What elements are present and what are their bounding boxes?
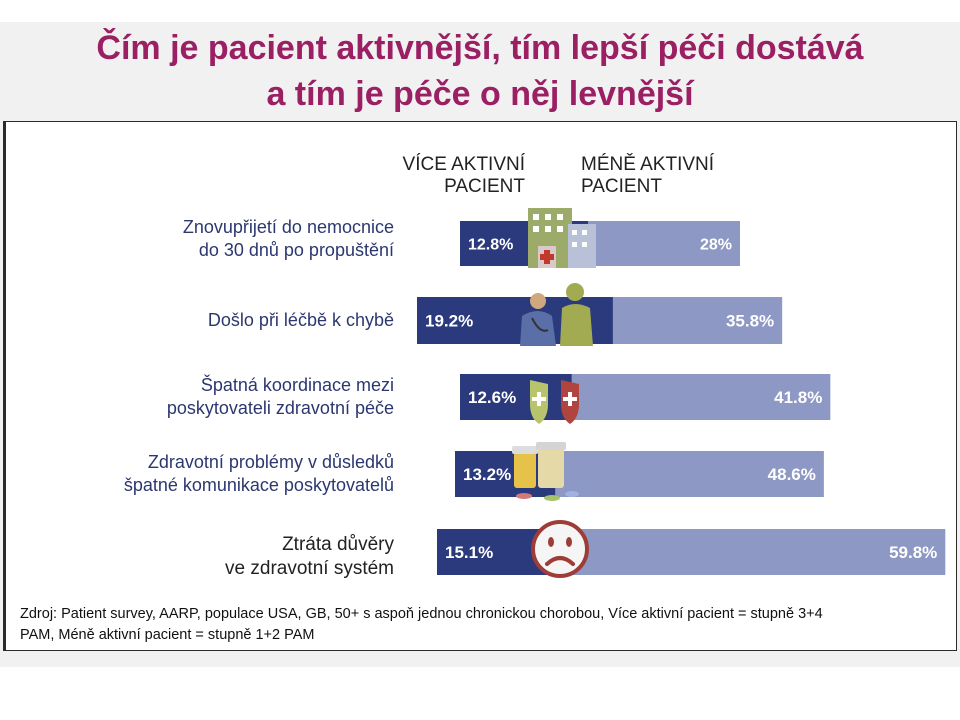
column-header-less-active-line-1: MÉNĚ AKTIVNÍ [581,154,715,175]
row-label-trust-line-1: Ztráta důvěry [282,534,394,555]
row-label-coordination-line-1: Špatná koordinace mezi [200,375,394,395]
sad-face-icon [531,520,589,578]
row-label-coordination-line-2: poskytovateli zdravotní péče [166,398,394,418]
bar-label-less-active-0: 28% [700,236,732,253]
bar-label-more-active-4: 15.1% [445,543,493,562]
medical-shields-icon [530,380,579,424]
bar-more-active-2 [460,374,572,420]
row-label-communication-line-1: Zdravotní problémy v důsledků [147,452,394,472]
column-header-more-active-line-2: PACIENT [444,176,525,197]
row-label-communication-line-2: špatné komunikace poskytovatelů [123,475,394,495]
labels-layer: 12.8% 28% 19.2% 35.8% 12.6% 41.8% 13.2% 48.6% 15… [425,236,937,562]
row-label-readmission-line-1: Znovupřijetí do nemocnice [182,217,394,237]
row-label-trust-line-2: ve zdravotní systém [225,558,394,579]
bar-label-more-active-3: 13.2% [463,465,511,484]
page-title-line-2: a tím je péče o něj levnější [266,75,694,113]
bar-label-more-active-2: 12.6% [468,388,516,407]
bottom-band [0,667,960,720]
row-label-treatment-error-line-1: Došlo při léčbě k chybě [207,310,394,330]
bar-label-less-active-4: 59.8% [889,543,937,562]
page-title-line-1: Čím je pacient aktivnější, tím lepší péč… [96,29,864,67]
source-note-line-2: PAM, Méně aktivní pacient = stupně 1+2 P… [20,627,315,643]
row-label-readmission-line-2: do 30 dnů po propuštění [198,240,394,260]
pill-bottles-icon [512,442,579,501]
column-header-less-active-line-2: PACIENT [581,176,662,197]
top-bar [0,0,960,22]
row-label-trust: Ztráta důvěry ve zdravotní systém [34,533,394,581]
bar-label-more-active-1: 19.2% [425,312,473,331]
source-note-line-1: Zdroj: Patient survey, AARP, populace US… [20,606,823,622]
column-header-less-active: MÉNĚ AKTIVNÍ PACIENT [581,154,781,198]
row-label-readmission: Znovupřijetí do nemocnice do 30 dnů po p… [34,216,394,262]
column-header-more-active-line-1: VÍCE AKTIVNÍ [402,154,525,175]
hospital-icon [528,208,596,268]
row-label-communication: Zdravotní problémy v důsledků špatné kom… [34,451,394,497]
bar-label-more-active-0: 12.8% [468,236,513,253]
bar-label-less-active-2: 41.8% [774,388,822,407]
column-header-more-active: VÍCE AKTIVNÍ PACIENT [370,154,525,198]
row-label-treatment-error: Došlo při léčbě k chybě [34,309,394,332]
row-label-coordination: Špatná koordinace mezi poskytovateli zdr… [34,374,394,420]
bar-label-less-active-3: 48.6% [768,465,816,484]
source-note: Zdroj: Patient survey, AARP, populace US… [20,604,940,646]
bar-label-less-active-1: 35.8% [726,312,774,331]
doctor-patient-icon [520,283,593,346]
